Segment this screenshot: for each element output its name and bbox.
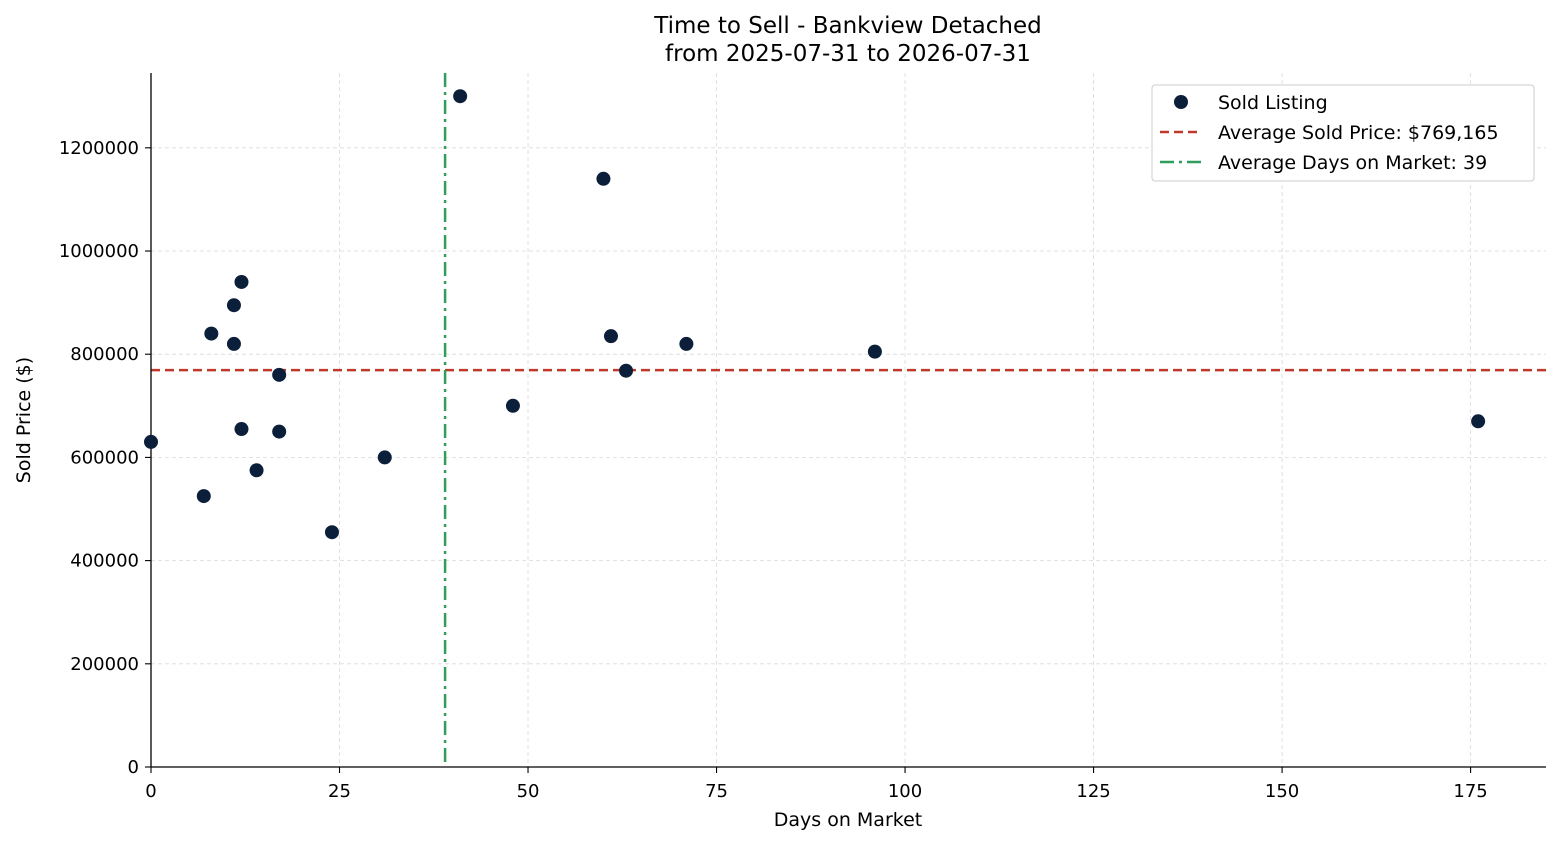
data-point — [1471, 414, 1486, 429]
legend-label: Average Sold Price: $769,165 — [1218, 122, 1499, 144]
data-point — [196, 489, 211, 504]
data-point — [226, 298, 241, 313]
y-tick-label: 400000 — [70, 551, 139, 572]
legend: Sold Listing Average Sold Price: $769,165… — [1151, 84, 1535, 182]
y-tick-label: 600000 — [70, 447, 139, 468]
chart-title: Time to Sell - Bankview Detached — [653, 13, 1041, 39]
x-tick-label: 75 — [705, 781, 728, 802]
chart-subtitle: from 2025-07-31 to 2026-07-31 — [665, 41, 1031, 67]
x-tick-label: 150 — [1265, 781, 1299, 802]
data-point — [596, 171, 611, 186]
y-tick-label: 0 — [128, 757, 139, 778]
data-point — [144, 434, 158, 449]
y-tick-label: 800000 — [70, 344, 139, 365]
data-point — [603, 329, 618, 344]
y-tick-label: 200000 — [70, 654, 139, 675]
y-tick-label: 1000000 — [59, 241, 139, 262]
x-tick-label: 50 — [517, 781, 540, 802]
data-point — [249, 463, 264, 478]
data-point — [679, 336, 694, 351]
data-point — [324, 525, 339, 540]
legend-label: Sold Listing — [1218, 92, 1328, 114]
data-points — [144, 89, 1486, 540]
data-point — [619, 363, 634, 378]
data-point — [234, 274, 249, 289]
axes: 0 25 50 75 100 125 150 175 0 200000 400000 600000 80… — [59, 73, 1546, 802]
x-tick-label: 175 — [1453, 781, 1487, 802]
data-point — [505, 398, 520, 413]
data-point — [272, 367, 287, 382]
data-point — [272, 424, 287, 439]
data-point — [226, 336, 241, 351]
reference-lines — [151, 73, 1546, 767]
data-point — [453, 89, 468, 104]
x-tick-label: 25 — [328, 781, 351, 802]
x-tick-label: 125 — [1076, 781, 1110, 802]
y-axis-label: Sold Price ($) — [13, 357, 35, 483]
legend-marker-sold-listing — [1174, 95, 1188, 109]
data-point — [234, 422, 249, 437]
y-tick-label: 1200000 — [59, 138, 139, 159]
x-axis-label: Days on Market — [774, 809, 922, 831]
x-tick-label: 0 — [145, 781, 156, 802]
data-point — [377, 450, 392, 465]
legend-box — [1151, 84, 1535, 182]
data-point — [867, 344, 882, 359]
x-tick-label: 100 — [888, 781, 922, 802]
data-point — [204, 326, 219, 341]
legend-label: Average Days on Market: 39 — [1218, 152, 1487, 174]
